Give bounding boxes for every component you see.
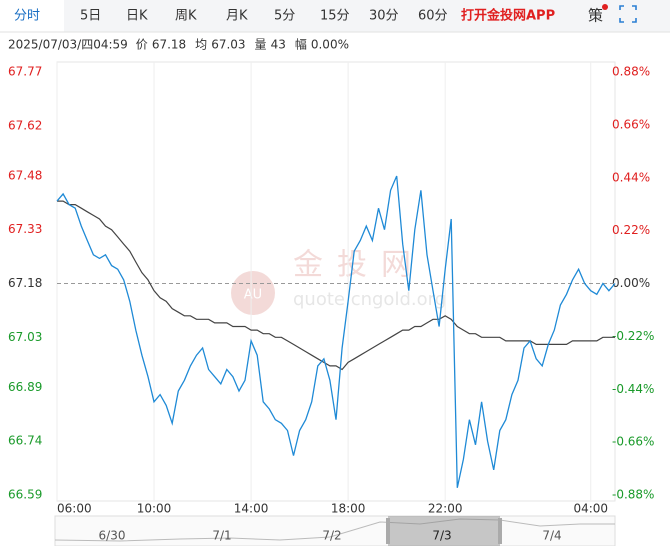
series-line: [56, 175, 616, 488]
watermark-logo-text: AU: [244, 288, 262, 303]
y-tick-label: 66.74: [8, 434, 42, 448]
navigator: 6/30 7/1 7/2 7/3 7/4: [54, 515, 616, 546]
watermark-logo: [231, 271, 275, 315]
navigator-frame: [54, 515, 616, 546]
tab[interactable]: 5日: [80, 9, 101, 24]
tab[interactable]: 60分: [418, 9, 448, 24]
info-label: 价: [136, 38, 148, 52]
y-tick-label: 67.33: [8, 222, 42, 236]
info-value: 67.03: [211, 38, 245, 52]
navigator-label: 7/3: [432, 529, 451, 543]
info-value: 43: [271, 38, 286, 52]
info-line: 2025/07/03/四04:59 价 67.18 均 67.03 量 43 幅 0.00%: [8, 37, 349, 52]
info-label: 均: [195, 38, 207, 52]
navigator-labels: 6/30 7/1 7/2 7/3 7/4: [99, 529, 562, 543]
series-line: [57, 200, 615, 371]
tab[interactable]: 5分: [274, 9, 295, 24]
navigator-handle[interactable]: [498, 518, 502, 544]
navigator-label: 7/1: [212, 529, 231, 543]
tab[interactable]: 15分: [320, 9, 350, 24]
x-tick-label: 06:00: [57, 502, 92, 516]
fullscreen-icon[interactable]: [619, 5, 637, 23]
badge-dot: [602, 4, 608, 10]
x-tick-label: 18:00: [331, 502, 366, 516]
info-value: 0.00%: [311, 38, 349, 52]
navigator-label: 6/30: [99, 529, 126, 543]
tab[interactable]: 分时: [14, 9, 40, 24]
navigator-label: 7/4: [542, 529, 561, 543]
y2-tick-label: -0.44%: [612, 382, 654, 396]
active-tab-bg: [0, 0, 64, 32]
watermark-site: quote.cngold.org: [293, 289, 446, 310]
tab[interactable]: 30分: [369, 9, 399, 24]
tab[interactable]: 月K: [226, 9, 248, 24]
y2-tick-label: 0.22%: [612, 223, 650, 237]
strategy-button[interactable]: 策: [588, 7, 603, 25]
navigator-label: 7/2: [322, 529, 341, 543]
tab[interactable]: 周K: [175, 9, 197, 24]
y2-tick-label: 0.00%: [612, 276, 650, 290]
promo-link[interactable]: 打开金投网APP: [461, 8, 555, 24]
navigator-handle[interactable]: [386, 518, 390, 544]
x-tick-label: 14:00: [234, 502, 269, 516]
y-tick-label: 67.03: [8, 330, 42, 344]
x-tick-label: 10:00: [137, 502, 172, 516]
y2-tick-label: 0.66%: [612, 117, 650, 131]
info-value: 67.18: [152, 38, 186, 52]
x-tick-label: 04:00: [573, 502, 608, 516]
navigator-window[interactable]: [388, 516, 500, 546]
y-tick-label: 67.62: [8, 118, 42, 132]
y-tick-label: 66.89: [8, 380, 42, 394]
y2-tick-label: 0.44%: [612, 170, 650, 184]
plot: 06:00 10:00 14:00 18:00 22:00 04:00 67.77 67.62…: [8, 61, 654, 516]
x-tick-label: 22:00: [428, 502, 463, 516]
tabs: 分时 5日 日K 周K 月K 5分 15分 30分 60分: [14, 9, 448, 24]
info-label: 量: [255, 38, 267, 52]
info-label: 幅: [295, 37, 307, 52]
tab-bar: [0, 0, 670, 32]
info-date: 2025/07/03/四04:59: [8, 38, 128, 52]
tab[interactable]: 日K: [126, 9, 148, 24]
y-tick-label: 67.77: [8, 65, 42, 79]
y2-tick-label: -0.66%: [612, 435, 654, 449]
y2-tick-label: -0.88%: [612, 488, 654, 502]
navigator-line: [54, 518, 615, 542]
watermark: AU 金投网 quote.cngold.org: [231, 248, 446, 315]
y2-tick-label: 0.88%: [612, 65, 650, 79]
y2-tick-label: -0.22%: [612, 329, 654, 343]
y-tick-label: 66.59: [8, 488, 42, 502]
y-tick-label: 67.18: [8, 276, 42, 290]
y-tick-label: 67.48: [8, 168, 42, 182]
